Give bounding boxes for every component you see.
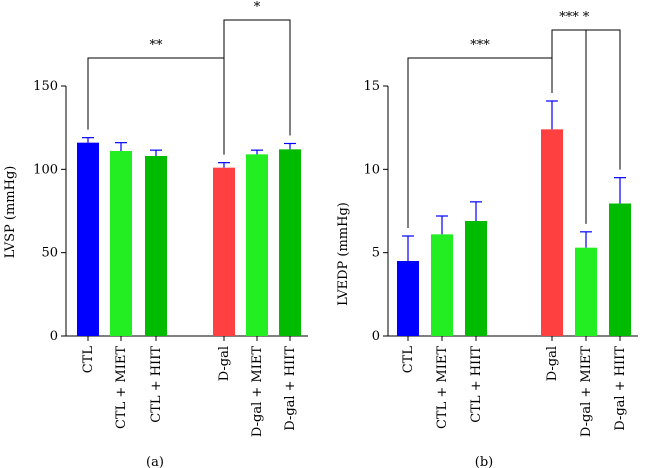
- category-label-b: D-gal: [545, 346, 560, 381]
- y-tick-label-a: 150: [33, 79, 58, 94]
- significance-label-b-0: ***: [470, 38, 490, 53]
- y-tick-label-b: 10: [363, 162, 380, 177]
- y-tick-label-a: 100: [33, 162, 58, 177]
- y-tick-label-b: 0: [372, 329, 380, 344]
- bar-b-2: [465, 221, 487, 336]
- bar-a-4: [246, 154, 268, 336]
- y-axis-label-a: LVSP (mmHg): [3, 166, 18, 259]
- bar-a-5: [279, 149, 301, 336]
- bar-a-1: [110, 151, 132, 336]
- bar-a-2: [145, 156, 167, 336]
- chart-panel-a: LVSP (mmHg) (a) 0 50 100 150 CTL CTL + MIET CT…: [3, 0, 308, 468]
- significance-bracket-a-1: [223, 19, 291, 155]
- category-label-b: CTL: [401, 346, 416, 374]
- category-label-a: D-gal: [217, 346, 232, 381]
- y-tick-label-b: 5: [372, 246, 380, 261]
- category-label-a: D-gal + MIET: [250, 346, 265, 437]
- significance-bracket-a-0: [87, 57, 225, 155]
- category-label-a: D-gal + HIIT: [283, 346, 298, 431]
- bar-b-4: [575, 247, 597, 336]
- bar-b-3: [541, 129, 563, 336]
- bar-b-0: [397, 261, 419, 336]
- significance-label-a-1: *: [254, 0, 261, 15]
- y-tick-label-b: 15: [363, 79, 380, 94]
- bar-a-0: [77, 142, 99, 336]
- category-label-b: CTL + HIIT: [469, 346, 484, 423]
- significance-label-b-2: *: [583, 10, 590, 25]
- y-tick-label-a: 50: [41, 246, 58, 261]
- bar-a-3: [213, 167, 235, 336]
- significance-label-a-0: **: [150, 38, 164, 53]
- category-label-b: D-gal + HIIT: [613, 346, 628, 431]
- y-tick-label-a: 0: [50, 329, 58, 344]
- panel-label-a: (a): [146, 455, 164, 468]
- category-label-a: CTL + HIIT: [149, 346, 164, 423]
- significance-bracket-b-2: [551, 29, 621, 170]
- category-label-a: CTL: [81, 346, 96, 374]
- category-label-b: CTL + MIET: [435, 346, 450, 429]
- category-label-b: D-gal + MIET: [579, 346, 594, 437]
- chart-panel-b: LVEDP (mmHg) (b) 0 5 10 15 CTL CTL + MIET CTL …: [336, 10, 638, 468]
- significance-label-b-1: ***: [559, 10, 579, 25]
- panel-label-b: (b): [475, 455, 493, 468]
- category-label-a: CTL + MIET: [114, 346, 129, 429]
- bar-b-1: [431, 234, 453, 336]
- significance-bracket-b-0: [407, 57, 553, 228]
- y-axis-label-b: LVEDP (mmHg): [336, 202, 351, 306]
- bar-b-5: [609, 203, 631, 336]
